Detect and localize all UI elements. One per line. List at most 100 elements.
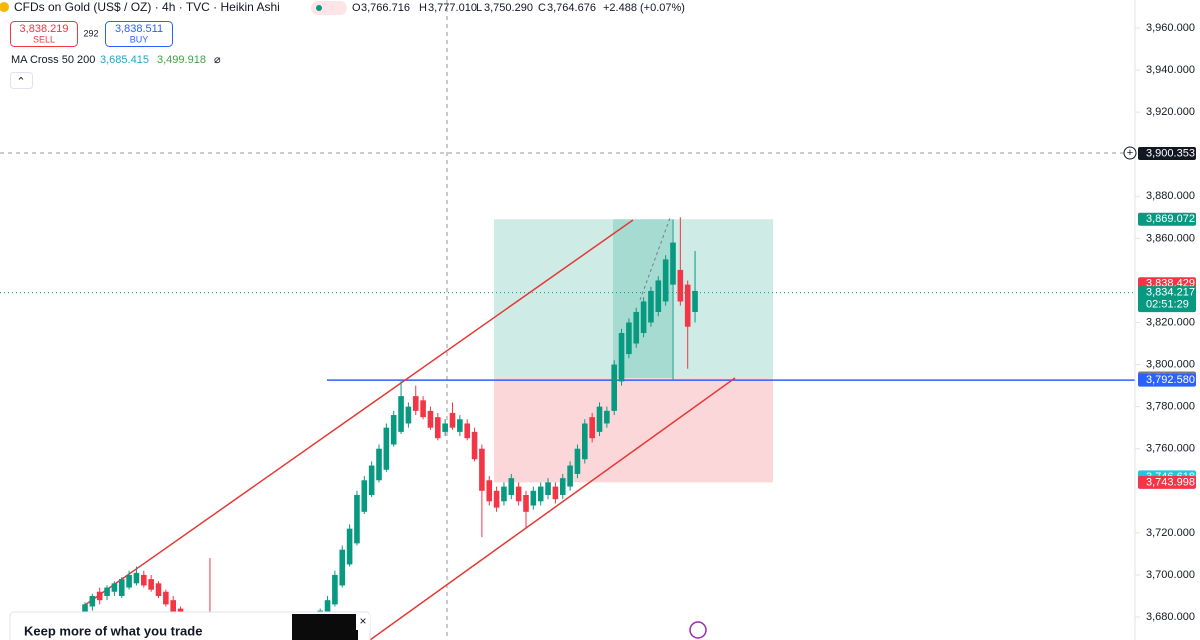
candle-body [633, 311, 640, 344]
indicator-name: MA Cross 50 200 [11, 54, 95, 66]
event-icon[interactable] [689, 621, 707, 639]
candle-body [155, 583, 162, 596]
y-tick-label: 3,720.000 [1146, 527, 1195, 539]
candle-body [604, 410, 610, 424]
candle-body [133, 572, 140, 584]
ma200-value: 3,499.918 [157, 54, 206, 66]
candle-body [427, 410, 434, 428]
candle-body [111, 583, 118, 592]
l-value: 3,750.290 [484, 2, 533, 14]
collapse-button[interactable] [10, 72, 33, 89]
y-tick-label: 3,800.000 [1146, 358, 1195, 370]
candle-body [354, 494, 360, 544]
price-pane [0, 0, 1135, 640]
price-badge [1138, 212, 1196, 226]
stop-zone [494, 378, 773, 483]
candle-body [574, 448, 581, 474]
y-tick-label: 3,680.000 [1146, 611, 1195, 623]
candle-body [589, 417, 595, 439]
candle-body [582, 423, 588, 460]
c-value: 3,764.676 [547, 2, 596, 14]
h-label: H [419, 2, 427, 14]
candle-body [390, 415, 397, 445]
sell-label: SELL [33, 34, 55, 44]
y-tick-label: 3,780.000 [1146, 401, 1195, 413]
candle-body [412, 396, 419, 411]
ad-text: Keep more of what you trade [24, 623, 202, 638]
candle-body [640, 301, 647, 334]
candle-body [449, 412, 456, 428]
ma50-value: 3,685.415 [100, 54, 149, 66]
candle-body [662, 259, 669, 302]
candle-body [141, 574, 147, 586]
status-pill[interactable] [311, 1, 347, 15]
plus-icon: + [1127, 147, 1133, 159]
candle-body [508, 478, 515, 495]
price-badge [1138, 475, 1196, 489]
candle-body [684, 284, 691, 327]
y-tick-label: 3,920.000 [1146, 106, 1195, 118]
candle-body [376, 448, 382, 481]
candle-body [677, 269, 684, 302]
price-badge-label: 3,869.072 [1146, 213, 1195, 225]
candle-body [435, 417, 441, 439]
candle-body [471, 431, 478, 460]
target-zone [494, 219, 773, 379]
candle-body [398, 396, 404, 432]
price-badge [1138, 146, 1196, 160]
sell-button[interactable] [10, 21, 78, 47]
position-path [639, 217, 671, 301]
candle-body [457, 419, 463, 432]
price-badge-label: 3,792.580 [1146, 374, 1195, 386]
candle-body [361, 480, 368, 512]
candle-body [670, 242, 676, 285]
o-value: 3,766.716 [361, 2, 410, 14]
candle-body [559, 478, 566, 495]
candle-body [692, 290, 698, 312]
y-tick-label: 3,940.000 [1146, 64, 1195, 76]
price-badge-label: 3,834.217 [1146, 286, 1195, 298]
candle-body [655, 280, 662, 312]
y-tick-label: 3,700.000 [1146, 569, 1195, 581]
price-badge [1138, 286, 1196, 313]
hide-icon[interactable]: ⌀ [214, 54, 221, 66]
candle-body [552, 486, 559, 500]
candle-body [479, 448, 485, 491]
crosshair-add[interactable] [1123, 146, 1137, 160]
candle-body [442, 423, 448, 432]
candle-body [89, 595, 96, 607]
ad-banner[interactable] [9, 611, 371, 640]
candle-body [82, 604, 88, 617]
candle-body [648, 290, 654, 323]
collapse-icon: ⌃ [16, 76, 25, 88]
change: +2.488 (+0.07%) [603, 2, 685, 14]
symbol-title: CFDs on Gold (US$ / OZ) · 4h · TVC · Hei… [14, 0, 280, 14]
price-badge-label: 3,743.998 [1146, 476, 1195, 488]
price-badge [1138, 373, 1196, 387]
candle-body [332, 574, 338, 605]
candle-body [626, 322, 632, 355]
y-tick-label: 3,960.000 [1146, 22, 1195, 34]
close-icon: × [359, 614, 366, 628]
ad-image [292, 614, 358, 640]
buy-price: 3,838.511 [115, 23, 163, 35]
status-dot [316, 5, 322, 11]
candle-body [96, 591, 103, 601]
candle-body [493, 490, 500, 508]
candle-body [545, 482, 551, 495]
candle-body [346, 528, 353, 565]
candle-body [148, 579, 154, 590]
y-tick-label: 3,760.000 [1146, 443, 1195, 455]
candle-body [104, 587, 110, 596]
candle-body [464, 423, 470, 439]
o-label: O [352, 2, 361, 14]
ad-close[interactable] [356, 614, 370, 630]
channel-lower [369, 377, 736, 640]
candle-body [596, 406, 603, 432]
buy-button[interactable] [105, 21, 173, 47]
h-value: 3,777.010 [428, 2, 477, 14]
candle-body [523, 494, 529, 512]
